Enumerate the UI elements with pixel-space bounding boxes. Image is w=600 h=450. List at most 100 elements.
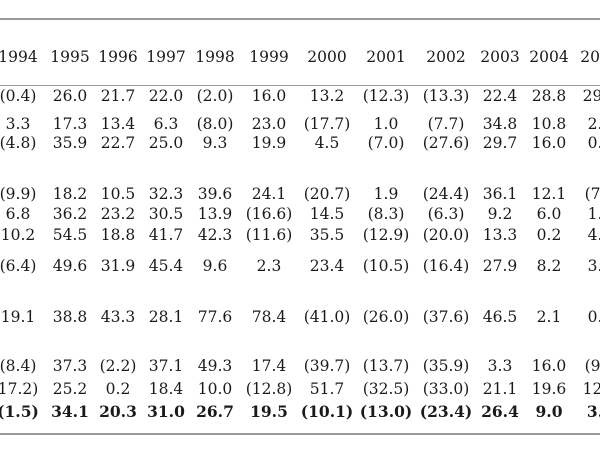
table-cell: (11.6)	[245, 226, 293, 244]
table-cell: 8.2	[536, 257, 562, 275]
table-cell: 12.1	[531, 185, 567, 203]
table-cell: 23.0	[251, 115, 287, 133]
table-cell: 10.8	[531, 115, 567, 133]
table-cell: 19.9	[251, 134, 287, 152]
total-cell: 34.1	[51, 402, 89, 421]
table-cell: 16.0	[531, 134, 567, 152]
table-cell: 49.6	[52, 257, 88, 275]
table-cell: (12.8)	[245, 380, 293, 398]
table-cell: 1.	[587, 205, 600, 223]
table-bottom-rule	[0, 433, 600, 435]
year-header: 2000	[307, 48, 347, 66]
table-cell: 24.1	[251, 185, 287, 203]
year-header: 2004	[529, 48, 569, 66]
table-cell: 17.4	[251, 357, 287, 375]
table-cell: 22.4	[482, 87, 518, 105]
table-cell: (2.2)	[99, 357, 137, 375]
table-cell: 10.2	[0, 226, 36, 244]
table-cell: (9.9)	[0, 185, 37, 203]
table-cell: 9.6	[202, 257, 228, 275]
table-cell: 13.4	[100, 115, 136, 133]
table-cell: 3.3	[5, 115, 31, 133]
year-header: 200	[580, 48, 600, 66]
total-cell: 3.	[586, 402, 600, 421]
table-cell: 2.	[587, 115, 600, 133]
table-cell: (9.	[584, 357, 600, 375]
table-cell: 36.1	[482, 185, 518, 203]
table-cell: (20.0)	[422, 226, 470, 244]
table-cell: 0.	[587, 134, 600, 152]
table-cell: (32.5)	[362, 380, 410, 398]
table-cell: 54.5	[52, 226, 88, 244]
table-cell: 3.3	[487, 357, 513, 375]
total-cell: (13.0)	[359, 402, 413, 421]
header-rule	[0, 85, 600, 86]
year-header: 2001	[366, 48, 406, 66]
year-header: 1995	[50, 48, 90, 66]
year-header: 1994	[0, 48, 38, 66]
year-header: 1997	[146, 48, 186, 66]
table-cell: 0.	[587, 308, 600, 326]
table-cell: 10.5	[100, 185, 136, 203]
table-cell: (13.3)	[422, 87, 470, 105]
table-cell: (41.0)	[303, 308, 351, 326]
table-cell: 37.1	[148, 357, 184, 375]
table-cell: (12.9)	[362, 226, 410, 244]
table-cell: 43.3	[100, 308, 136, 326]
table-cell: 35.5	[309, 226, 345, 244]
table-cell: (7.7)	[427, 115, 465, 133]
table-cell: 21.7	[100, 87, 136, 105]
table-cell: 17.2)	[0, 380, 39, 398]
table-cell: (0.4)	[0, 87, 37, 105]
table-cell: 31.9	[100, 257, 136, 275]
table-cell: (10.5)	[362, 257, 410, 275]
table-cell: (26.0)	[362, 308, 410, 326]
table-cell: (24.4)	[422, 185, 470, 203]
table-cell: 45.4	[148, 257, 184, 275]
table-cell: 1.9	[373, 185, 399, 203]
total-cell: 26.4	[481, 402, 519, 421]
table-cell: 2.1	[536, 308, 562, 326]
table-cell: 0.2	[536, 226, 562, 244]
table-top-rule	[0, 18, 600, 20]
table-cell: (8.4)	[0, 357, 37, 375]
table-cell: 12.	[582, 380, 600, 398]
table-cell: (16.4)	[422, 257, 470, 275]
table-cell: 35.9	[52, 134, 88, 152]
total-cell: 9.0	[535, 402, 563, 421]
table-cell: (4.8)	[0, 134, 37, 152]
table-cell: 29.7	[482, 134, 518, 152]
table-cell: 38.8	[52, 308, 88, 326]
table-cell: 13.2	[309, 87, 345, 105]
table-cell: 32.3	[148, 185, 184, 203]
table-cell: (8.0)	[196, 115, 234, 133]
table-cell: 9.3	[202, 134, 228, 152]
table-cell: 25.2	[52, 380, 88, 398]
table-cell: 42.3	[197, 226, 233, 244]
table-cell: 39.6	[197, 185, 233, 203]
table-cell: (39.7)	[303, 357, 351, 375]
year-header: 1996	[98, 48, 138, 66]
year-header: 1998	[195, 48, 235, 66]
table-cell: 3.	[587, 257, 600, 275]
table-cell: 13.3	[482, 226, 518, 244]
table-cell: 36.2	[52, 205, 88, 223]
table-cell: 4.	[587, 226, 600, 244]
table-cell: 19.6	[531, 380, 567, 398]
table-cell: 13.9	[197, 205, 233, 223]
table-cell: 27.9	[482, 257, 518, 275]
table-cell: 2.3	[256, 257, 282, 275]
table-cell: 28.8	[531, 87, 567, 105]
table-cell: (6.3)	[427, 205, 465, 223]
table-cell: 78.4	[251, 308, 287, 326]
table-cell: 9.2	[487, 205, 513, 223]
table-cell: 18.2	[52, 185, 88, 203]
table-cell: 49.3	[197, 357, 233, 375]
table-cell: (35.9)	[422, 357, 470, 375]
table-cell: 77.6	[197, 308, 233, 326]
total-cell: 20.3	[99, 402, 137, 421]
table-cell: 41.7	[148, 226, 184, 244]
table-cell: (6.4)	[0, 257, 37, 275]
table-cell: (20.7)	[303, 185, 351, 203]
table-cell: 28.1	[148, 308, 184, 326]
